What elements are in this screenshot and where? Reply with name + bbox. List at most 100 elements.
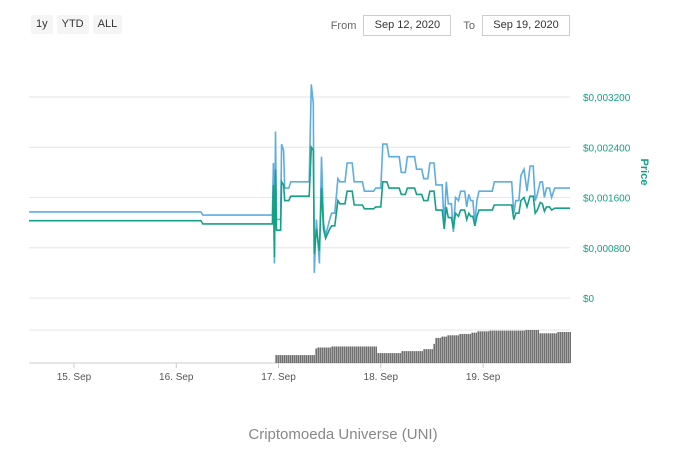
volume-bar-23 (321, 347, 323, 363)
volume-bar-89 (453, 335, 455, 363)
from-label: From (330, 19, 357, 32)
volume-bar-20 (315, 348, 317, 363)
volume-bar-42 (359, 346, 361, 363)
volume-bar-63 (401, 351, 403, 363)
y-axis-label: Price (638, 159, 650, 186)
volume-bar-61 (397, 353, 399, 363)
volume-bar-86 (447, 335, 449, 363)
volume-bar-78 (431, 349, 433, 363)
volume-bar-38 (351, 346, 353, 363)
volume-bar-69 (413, 351, 415, 363)
volume-bar-27 (329, 347, 331, 363)
volume-bar-4 (283, 355, 285, 363)
y-tick-label-3: $0,002400 (583, 143, 631, 154)
volume-bar-97 (469, 333, 471, 363)
volume-bar-88 (451, 335, 453, 363)
volume-bar-133 (541, 333, 543, 363)
volume-bar-34 (343, 346, 345, 363)
x-tick-label-3: 18. Sep (364, 372, 399, 383)
chart-caption: Criptomoeda Universe (UNI) (248, 426, 438, 443)
volume-bar-95 (465, 333, 467, 363)
volume-bar-99 (473, 332, 475, 363)
volume-bar-80 (435, 337, 437, 363)
range-button-all[interactable]: ALL (92, 15, 123, 34)
volume-bar-120 (515, 330, 517, 363)
volume-bar-130 (535, 330, 537, 363)
volume-bar-47 (369, 346, 371, 363)
volume-bar-136 (547, 333, 549, 363)
volume-bar-82 (439, 337, 441, 363)
volume-bar-121 (517, 330, 519, 363)
volume-bar-59 (393, 353, 395, 363)
volume-bar-92 (459, 333, 461, 363)
volume-bar-90 (455, 335, 457, 363)
volume-bar-114 (503, 330, 505, 363)
volume-bar-117 (509, 330, 511, 363)
volume-bar-77 (429, 349, 431, 363)
volume-bar-60 (395, 353, 397, 363)
grid-lines (29, 96, 570, 364)
volume-bar-0 (275, 355, 277, 363)
volume-bar-84 (443, 336, 445, 363)
volume-bar-24 (323, 347, 325, 363)
volume-bar-125 (525, 330, 527, 363)
volume-bar-26 (327, 347, 329, 363)
volume-bar-19 (313, 355, 315, 363)
volume-bar-83 (441, 336, 443, 363)
volume-bar-79 (433, 343, 435, 363)
volume-bar-70 (415, 351, 417, 363)
volume-bar-51 (377, 353, 379, 363)
volume-bar-58 (391, 353, 393, 363)
volume-bar-101 (477, 331, 479, 363)
volume-bar-123 (521, 330, 523, 363)
volume-bar-3 (281, 355, 283, 363)
volume-bar-56 (387, 353, 389, 363)
volume-bar-49 (373, 346, 375, 363)
volume-bar-74 (423, 349, 425, 363)
volume-bar-64 (403, 351, 405, 363)
volume-bars (275, 330, 571, 363)
volume-bar-28 (331, 346, 333, 363)
from-date-input[interactable]: Sep 12, 2020 (363, 15, 452, 36)
volume-bar-94 (463, 333, 465, 363)
volume-bar-33 (341, 346, 343, 363)
volume-bar-65 (405, 351, 407, 363)
series-line-0 (29, 84, 570, 273)
volume-bar-109 (493, 330, 495, 363)
volume-bar-11 (297, 355, 299, 363)
volume-bar-119 (513, 330, 515, 363)
date-range: From Sep 12, 2020 To Sep 19, 2020 (331, 15, 570, 36)
y-axis-ticks: $0 $0,000800 $0,001600 $0,002400 $0,003200 (583, 93, 631, 305)
volume-bar-137 (549, 333, 551, 363)
range-button-1y[interactable]: 1y (31, 15, 53, 34)
volume-bar-93 (461, 333, 463, 363)
volume-bar-139 (553, 333, 555, 363)
y-tick-label-1: $0,000800 (583, 244, 631, 255)
volume-bar-102 (479, 331, 481, 363)
volume-bar-146 (567, 331, 569, 363)
volume-bar-13 (301, 355, 303, 363)
volume-bar-124 (523, 330, 525, 363)
range-button-ytd[interactable]: YTD (56, 15, 89, 34)
volume-bar-17 (309, 355, 311, 363)
volume-bar-46 (367, 346, 369, 363)
volume-bar-66 (407, 351, 409, 363)
volume-bar-40 (355, 346, 357, 363)
volume-bar-113 (501, 330, 503, 363)
x-tick-label-1: 16. Sep (159, 372, 194, 383)
x-tick-label-4: 19. Sep (466, 372, 501, 383)
volume-bar-106 (487, 331, 489, 363)
volume-bar-37 (349, 346, 351, 363)
volume-bar-55 (385, 353, 387, 363)
x-tick-label-0: 15. Sep (57, 372, 92, 383)
volume-bar-31 (337, 346, 339, 363)
to-date-input[interactable]: Sep 19, 2020 (482, 15, 570, 36)
volume-bar-134 (543, 333, 545, 363)
volume-bar-25 (325, 347, 327, 363)
to-label: To (463, 19, 475, 32)
volume-bar-15 (305, 355, 307, 363)
volume-bar-116 (507, 330, 509, 363)
volume-bar-145 (565, 331, 567, 363)
volume-bar-91 (457, 335, 459, 363)
volume-bar-100 (475, 332, 477, 363)
